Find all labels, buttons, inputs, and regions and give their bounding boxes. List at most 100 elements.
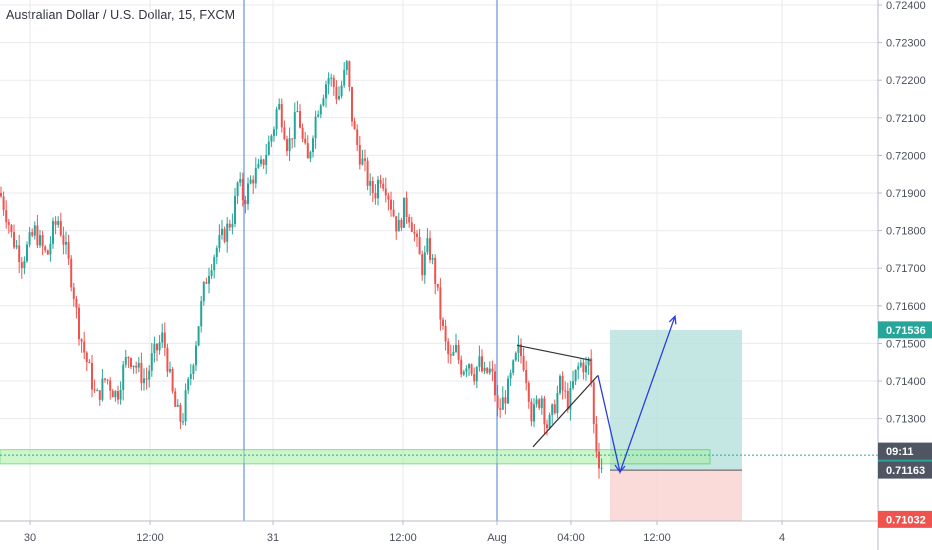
candle-body xyxy=(384,188,387,196)
candle-body xyxy=(26,244,28,262)
target-zone xyxy=(610,329,742,471)
candle-body xyxy=(70,258,73,288)
candle-body xyxy=(171,368,174,392)
candle-body xyxy=(197,326,200,346)
candle-body xyxy=(39,235,41,246)
candle-body xyxy=(436,283,439,288)
candle-body xyxy=(228,223,231,228)
candle-body xyxy=(579,362,582,367)
candle-body xyxy=(470,364,473,375)
candle-body xyxy=(496,395,499,409)
candle-body xyxy=(278,103,281,110)
candle-body xyxy=(304,138,307,144)
triangle-lower-line xyxy=(532,374,599,448)
arrowhead xyxy=(668,314,677,325)
candle-body xyxy=(67,241,70,259)
x-tick-label: 04:00 xyxy=(557,532,585,544)
candle-body xyxy=(80,339,83,342)
candle-body xyxy=(270,135,273,142)
candle-body xyxy=(280,103,283,128)
session-lines xyxy=(243,0,498,521)
candle-body xyxy=(590,358,593,383)
candle-body xyxy=(299,111,301,128)
candle-body xyxy=(213,257,216,271)
candle-body xyxy=(356,129,359,145)
candle-body xyxy=(481,356,483,372)
candle-body xyxy=(517,344,520,353)
candle-body xyxy=(202,282,205,302)
y-tick-label: 0.72000 xyxy=(886,150,926,162)
candle-body xyxy=(390,199,392,210)
drawings xyxy=(516,314,677,475)
candle-body xyxy=(465,368,468,372)
candle-body xyxy=(122,364,125,390)
candle-body xyxy=(114,391,117,398)
candle-body xyxy=(72,287,75,299)
candle-body xyxy=(348,61,351,87)
candle-body xyxy=(148,370,151,380)
candle-body xyxy=(223,228,226,242)
candle-body xyxy=(109,380,112,391)
candle-body xyxy=(520,344,522,357)
candle-body xyxy=(338,96,340,100)
candle-body xyxy=(20,262,23,268)
y-tick-label: 0.72200 xyxy=(886,75,926,87)
candle-body xyxy=(23,261,26,268)
y-tick-label: 0.71900 xyxy=(886,188,926,200)
candle-body xyxy=(444,325,447,342)
candle-body xyxy=(236,182,239,197)
x-tick-label: 12:00 xyxy=(643,532,671,544)
y-tick-label: 0.71300 xyxy=(886,414,926,426)
x-tick-label: Aug xyxy=(487,532,507,544)
candle-body xyxy=(286,139,288,152)
candle-body xyxy=(325,84,327,99)
candle-body xyxy=(442,319,444,326)
candle-body xyxy=(353,121,356,130)
candle-body xyxy=(254,167,257,184)
candle-body xyxy=(44,246,47,251)
candle-body xyxy=(153,343,156,354)
candle-body xyxy=(546,424,548,429)
candle-body xyxy=(538,399,541,409)
candle-body xyxy=(556,392,559,414)
candle-body xyxy=(468,364,470,369)
candle-body xyxy=(65,241,67,245)
candle-body xyxy=(540,398,543,409)
y-tick-label: 0.72100 xyxy=(886,113,926,125)
candle-body xyxy=(418,236,421,255)
candle-body xyxy=(241,179,244,201)
candle-body xyxy=(221,228,223,236)
candle-body xyxy=(2,196,5,211)
candle-body xyxy=(379,179,382,184)
candle-body xyxy=(543,398,546,425)
candle-body xyxy=(392,209,395,217)
candle-body xyxy=(306,143,309,159)
candle-body xyxy=(291,138,294,140)
candle-body xyxy=(54,221,57,225)
candle-body xyxy=(382,183,385,189)
candle-body xyxy=(62,235,65,245)
candle-body xyxy=(514,352,517,361)
candle-body xyxy=(455,344,457,352)
candle-body xyxy=(49,243,52,255)
candle-body xyxy=(431,257,434,260)
candle-body xyxy=(377,179,379,199)
price-badge xyxy=(878,461,932,479)
candle-body xyxy=(143,378,145,384)
price-badge-label: 09:11 xyxy=(886,446,914,458)
candle-body xyxy=(592,382,595,424)
candle-body xyxy=(166,347,169,372)
candle-body xyxy=(106,379,109,381)
candle-body xyxy=(507,378,509,404)
candle-body xyxy=(416,233,418,237)
candle-body xyxy=(322,98,325,106)
candle-body xyxy=(96,390,99,392)
candle-body xyxy=(494,371,496,396)
candle-body xyxy=(288,138,291,152)
candle-body xyxy=(5,210,8,223)
candle-body xyxy=(247,183,249,205)
candle-body xyxy=(137,362,140,368)
candle-body xyxy=(88,362,91,364)
